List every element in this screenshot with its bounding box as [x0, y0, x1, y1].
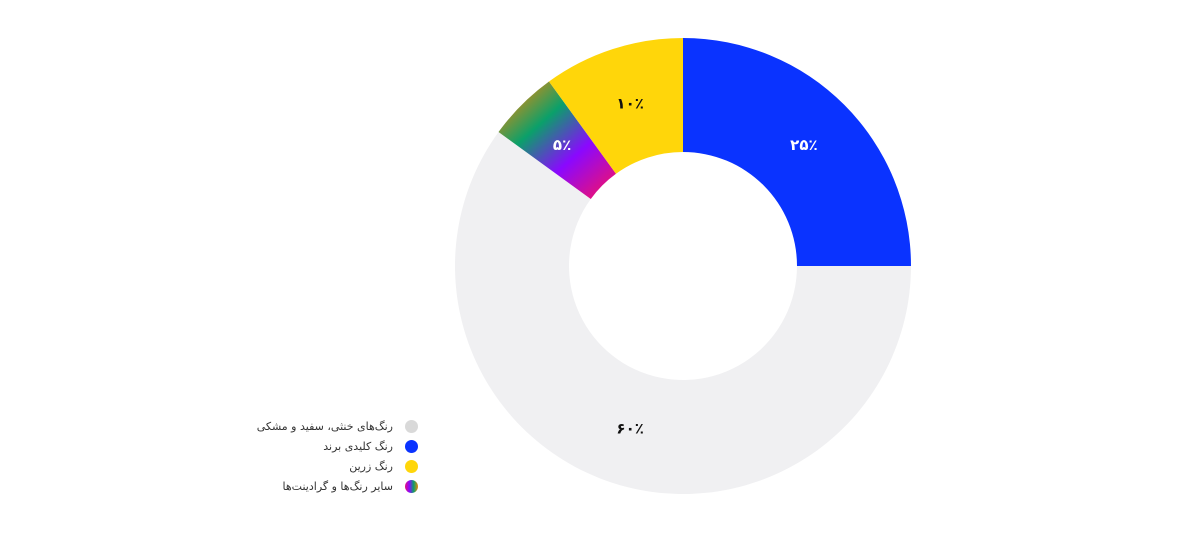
legend-swatch: [405, 439, 418, 453]
legend-label: رنگ زرین: [349, 459, 393, 473]
donut-slice: [454, 131, 911, 494]
legend-swatch: [405, 459, 418, 473]
donut-slice: [683, 38, 911, 266]
legend-item: سایر رنگ‌ها و گرادینت‌ها: [240, 476, 418, 496]
legend-item: رنگ‌های خنثی، سفید و مشکی: [240, 416, 418, 436]
legend-label: رنگ‌های خنثی، سفید و مشکی: [256, 419, 393, 433]
donut-slice: [548, 38, 683, 174]
donut-slice: [498, 81, 616, 199]
legend: رنگ‌های خنثی، سفید و مشکی رنگ کلیدی برند ر…: [240, 416, 418, 496]
slice-value-label: ۱۰٪: [616, 94, 643, 112]
legend-label: رنگ کلیدی برند: [323, 439, 393, 453]
slice-value-label: ۶۰٪: [616, 420, 643, 438]
legend-item: رنگ کلیدی برند: [240, 436, 418, 456]
legend-item: رنگ زرین: [240, 456, 418, 476]
legend-swatch: [405, 479, 418, 493]
legend-label: سایر رنگ‌ها و گرادینت‌ها: [282, 479, 393, 493]
slice-value-label: ۲۵٪: [790, 136, 817, 154]
legend-swatch: [405, 419, 418, 433]
slice-value-label: ۵٪: [553, 136, 571, 154]
